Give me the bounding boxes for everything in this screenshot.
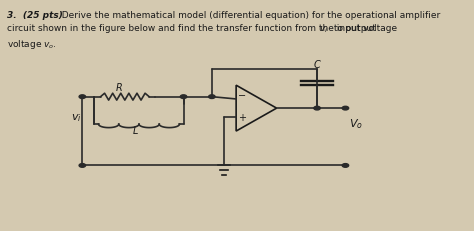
- Text: to output: to output: [331, 24, 376, 33]
- Circle shape: [342, 107, 349, 110]
- Circle shape: [180, 95, 187, 99]
- Text: voltage $v_o$.: voltage $v_o$.: [8, 38, 57, 51]
- Text: 3.  (25 pts): 3. (25 pts): [8, 11, 64, 19]
- Text: Derive the mathematical model (differential equation) for the operational amplif: Derive the mathematical model (different…: [56, 11, 440, 19]
- Text: +: +: [238, 112, 246, 122]
- Text: C: C: [314, 60, 320, 70]
- Text: $V_o$: $V_o$: [349, 117, 364, 131]
- Text: L: L: [132, 126, 137, 136]
- Circle shape: [314, 107, 320, 110]
- Circle shape: [79, 164, 86, 167]
- Text: circuit shown in the figure below and find the transfer function from the input : circuit shown in the figure below and fi…: [8, 24, 401, 33]
- Text: $v_i$: $v_i$: [319, 24, 328, 35]
- Text: R: R: [115, 82, 122, 92]
- Text: −: −: [238, 90, 246, 100]
- Circle shape: [209, 95, 215, 99]
- Circle shape: [79, 95, 86, 99]
- Circle shape: [342, 164, 349, 167]
- Text: $v_i$: $v_i$: [71, 112, 82, 124]
